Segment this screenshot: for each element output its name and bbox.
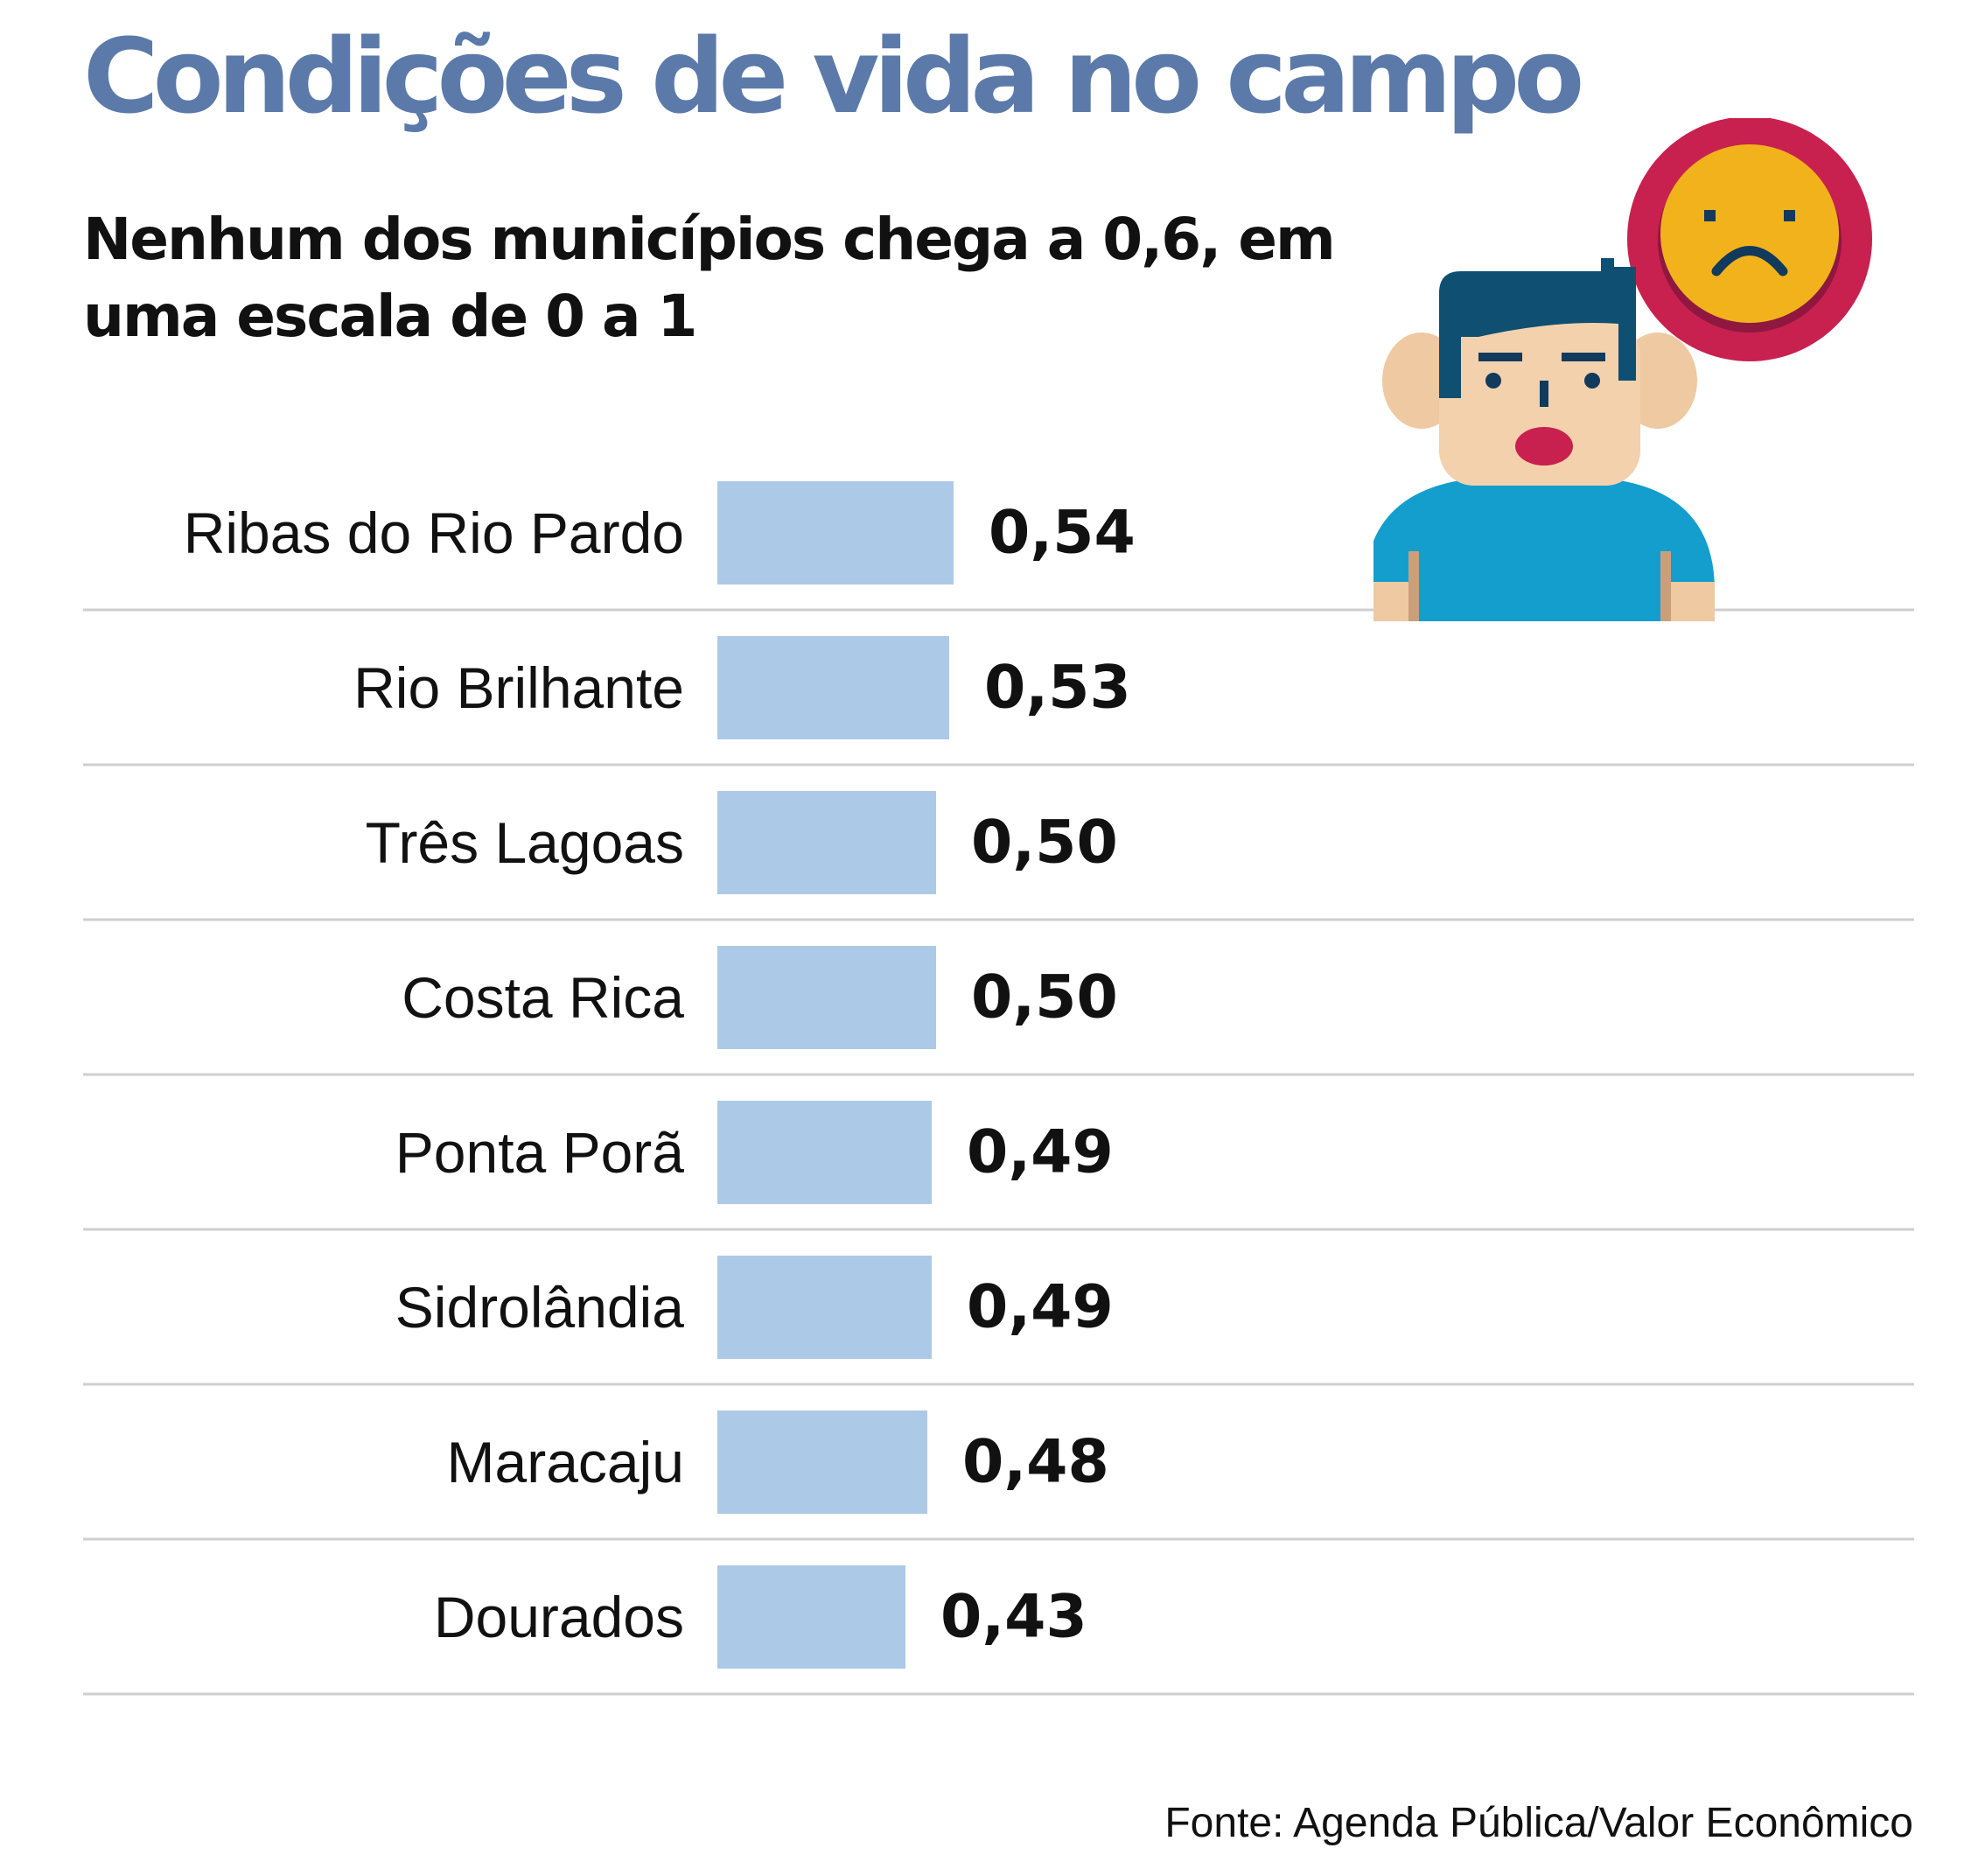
frown-speech-bubble-icon <box>1618 118 1872 424</box>
bar <box>717 1101 932 1204</box>
value-label: 0,50 <box>971 963 1118 1032</box>
value-label: 0,49 <box>967 1273 1114 1342</box>
bar <box>717 481 954 584</box>
category-label: Maracaju <box>447 1430 684 1494</box>
value-label: 0,49 <box>967 1118 1114 1187</box>
value-label: 0,53 <box>984 654 1131 723</box>
bar <box>717 1410 927 1514</box>
person-figure <box>1373 258 1715 621</box>
category-label: Três Lagoas <box>366 810 684 875</box>
value-label: 0,43 <box>940 1583 1087 1652</box>
category-label: Costa Rica <box>402 965 684 1030</box>
bar <box>717 946 936 1049</box>
bar <box>717 1565 905 1669</box>
category-label: Ponta Porã <box>395 1120 685 1185</box>
value-label: 0,54 <box>989 499 1136 568</box>
chart-subtitle: Nenhum dos municípios chega a 0,6, em um… <box>83 206 1336 350</box>
source-note: Fonte: Agenda Pública/Valor Econômico <box>1164 1800 1913 1846</box>
category-label: Ribas do Rio Pardo <box>184 500 684 565</box>
category-label: Sidrolândia <box>395 1275 685 1340</box>
category-label: Dourados <box>434 1585 684 1649</box>
category-label: Rio Brilhante <box>353 655 684 720</box>
value-label: 0,50 <box>971 808 1118 878</box>
bar <box>717 791 936 894</box>
sad-person-icon <box>1373 118 1872 621</box>
chart-title: Condições de vida no campo <box>83 16 1584 136</box>
bar <box>717 636 949 739</box>
bar <box>717 1256 932 1359</box>
value-label: 0,48 <box>962 1428 1109 1497</box>
